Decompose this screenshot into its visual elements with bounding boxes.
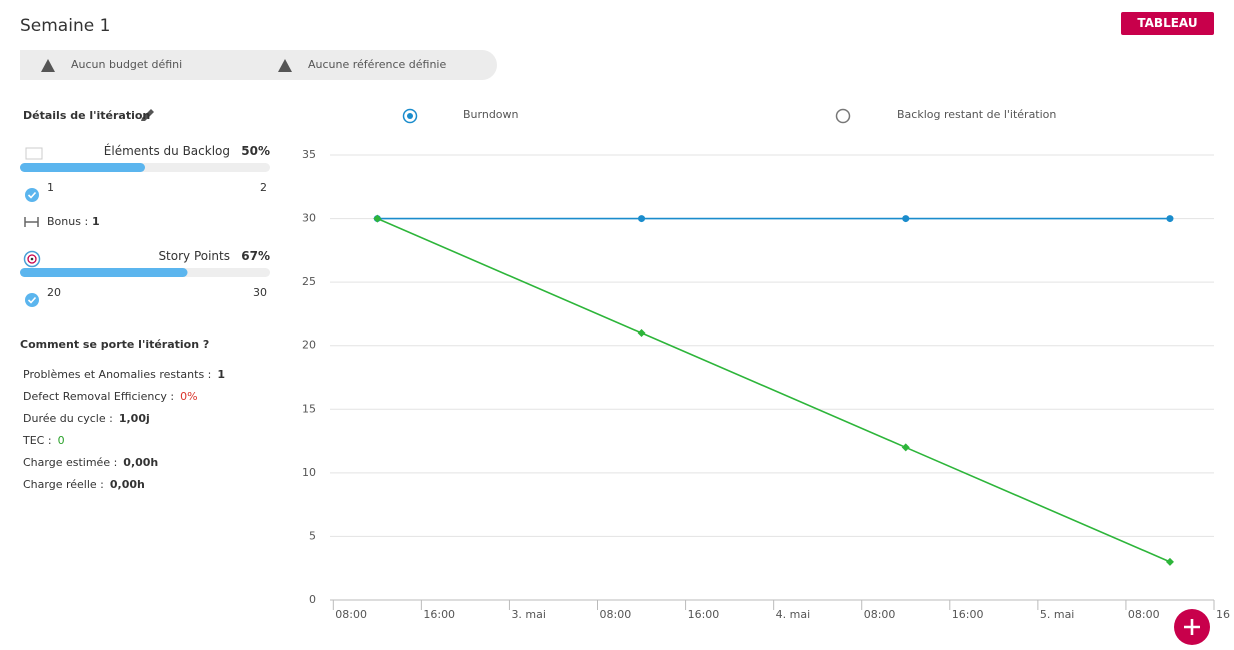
done-count: 1 <box>47 181 54 194</box>
radio-button[interactable] <box>402 108 418 124</box>
radio-button[interactable] <box>835 108 851 124</box>
data-point <box>1165 557 1174 566</box>
data-point <box>1166 215 1174 223</box>
metric-percent: 67% <box>241 249 270 263</box>
bonus-value: 1 <box>92 215 100 228</box>
data-point <box>637 329 646 337</box>
y-tick-label: 35 <box>302 148 316 161</box>
radio-dot <box>407 113 413 119</box>
data-point <box>373 214 382 223</box>
check-icon <box>25 188 39 202</box>
x-tick-label: 16 <box>1216 608 1230 621</box>
x-tick-label: 3. mai <box>511 608 546 621</box>
y-tick-label: 30 <box>302 212 316 225</box>
total-count: 2 <box>260 181 267 194</box>
y-tick-label: 10 <box>302 466 316 479</box>
warning-text: Aucune référence définie <box>308 58 447 71</box>
health-row: Durée du cycle : 1,00j <box>23 412 150 426</box>
edit-icon[interactable] <box>141 109 154 121</box>
health-title: Comment se porte l'itération ? <box>20 338 210 351</box>
health-value: 0% <box>180 390 198 403</box>
data-point <box>902 215 910 223</box>
health-value: 0 <box>57 434 65 447</box>
progress-fill <box>20 163 145 172</box>
health-row: Problèmes et Anomalies restants : 1 <box>23 368 225 382</box>
health-row: Defect Removal Efficiency : 0% <box>23 390 198 404</box>
health-value: 1 <box>217 368 226 381</box>
radio-label[interactable]: Backlog restant de l'itération <box>897 108 1057 121</box>
health-label: Durée du cycle : <box>23 412 113 425</box>
y-tick-label: 25 <box>302 275 316 288</box>
health-row: TEC : 0 <box>23 434 65 448</box>
warning-icon <box>41 59 55 72</box>
health-row: Charge estimée : 0,00h <box>23 456 158 470</box>
data-point <box>638 215 646 223</box>
x-tick-label: 08:00 <box>864 608 896 621</box>
x-tick-label: 08:00 <box>335 608 367 621</box>
x-tick-label: 5. mai <box>1040 608 1075 621</box>
bonus-icon <box>24 217 39 227</box>
warning-text: Aucun budget défini <box>71 58 183 71</box>
health-label: Charge estimée : <box>23 456 118 469</box>
data-point <box>901 443 910 452</box>
add-icon <box>1184 619 1200 635</box>
warning-icon <box>278 59 292 72</box>
check-mark <box>27 296 37 304</box>
radio-label[interactable]: Burndown <box>463 108 519 121</box>
y-tick-label: 5 <box>309 529 316 542</box>
x-tick-label: 16:00 <box>952 608 984 621</box>
target-icon <box>23 250 41 268</box>
metric-percent: 50% <box>241 144 270 158</box>
page-title: Semaine 1 <box>20 16 111 36</box>
check-mark <box>27 191 37 199</box>
details-title: Détails de l'itération <box>23 109 151 122</box>
x-tick-label: 08:00 <box>1128 608 1160 621</box>
health-label: Charge réelle : <box>23 478 104 491</box>
y-tick-label: 20 <box>302 339 316 352</box>
backlog-icon <box>25 147 43 160</box>
health-value: 1,00j <box>118 412 150 425</box>
target-icon <box>27 254 37 264</box>
series-line <box>377 217 1171 563</box>
metric-label: Éléments du Backlog <box>103 144 230 158</box>
x-tick-label: 16:00 <box>423 608 455 621</box>
check-icon <box>25 293 39 307</box>
health-label: TEC : <box>23 434 52 447</box>
x-tick-label: 4. mai <box>776 608 811 621</box>
target-icon <box>30 257 34 261</box>
warning-bar <box>20 50 497 80</box>
done-count: 20 <box>47 286 61 299</box>
health-value: 0,00h <box>109 478 145 491</box>
health-label: Problèmes et Anomalies restants : <box>23 368 212 381</box>
x-tick-label: 08:00 <box>600 608 632 621</box>
tableau-button[interactable]: TABLEAU <box>1121 12 1214 35</box>
x-tick-label: 16:00 <box>688 608 720 621</box>
health-label: Defect Removal Efficiency : <box>23 390 175 403</box>
health-value: 0,00h <box>123 456 159 469</box>
total-count: 30 <box>253 286 267 299</box>
metric-label: Story Points <box>158 249 230 263</box>
progress-fill <box>20 268 188 277</box>
y-tick-label: 15 <box>302 402 316 415</box>
health-row: Charge réelle : 0,00h <box>23 478 145 492</box>
y-tick-label: 0 <box>309 593 316 606</box>
bonus-label: Bonus : <box>47 215 89 228</box>
